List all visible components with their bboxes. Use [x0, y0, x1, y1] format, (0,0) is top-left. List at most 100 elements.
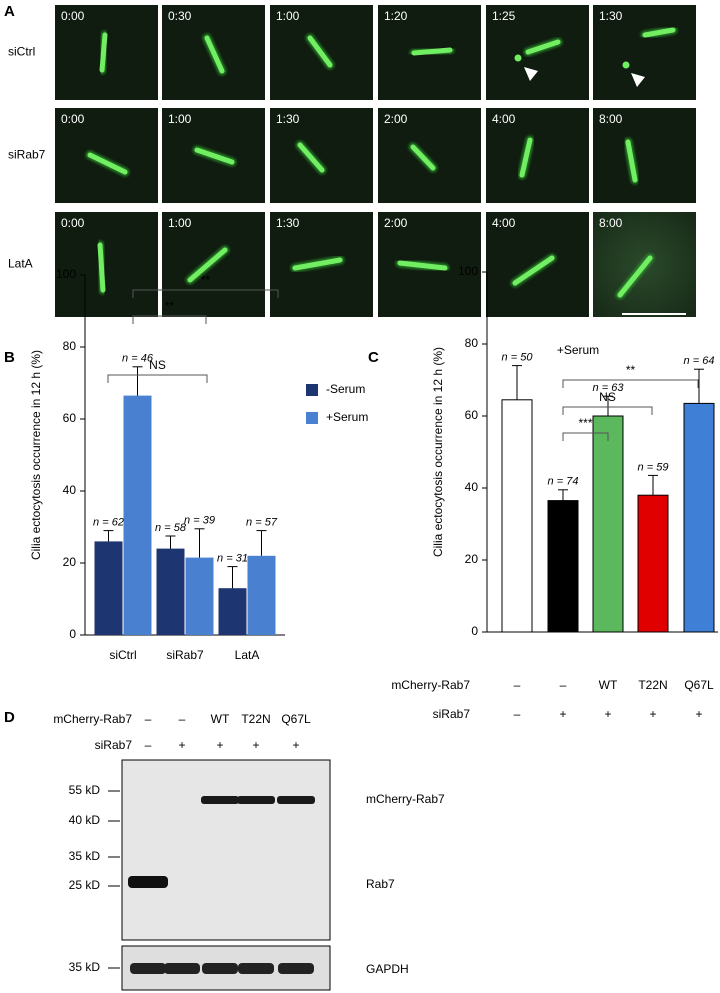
legend-label: +Serum: [326, 410, 368, 424]
cilium-core: [617, 255, 653, 298]
error-bar: [694, 368, 704, 404]
row-cell: T22N: [638, 678, 667, 692]
cilium-core: [512, 255, 555, 286]
time-label: 1:25: [492, 9, 516, 23]
bracket-line: [562, 379, 699, 388]
cilium: [85, 150, 130, 177]
error-bar: [227, 566, 238, 589]
significance-bracket: **: [132, 299, 207, 324]
panel-letter: A: [4, 3, 15, 20]
cilium-core: [411, 47, 453, 56]
cilium-core: [297, 142, 325, 173]
cilium-core: [397, 260, 448, 271]
micrograph: [378, 108, 481, 203]
y-axis-label: Cilia ectocytosis occurrence in 12 h (%): [29, 350, 43, 560]
error-bar: [103, 530, 114, 542]
x-tick-label: LatA: [235, 648, 260, 662]
x-tick-label: siRab7: [166, 648, 204, 662]
time-label: 2:00: [384, 216, 408, 230]
significance-label: **: [201, 273, 211, 287]
row-label: siRab7: [95, 738, 133, 752]
row-cell: WT: [211, 712, 230, 726]
chart-title: +Serum: [557, 343, 599, 357]
error-bar: [648, 474, 658, 496]
time-label: 8:00: [599, 216, 623, 230]
cilium-core: [99, 32, 108, 73]
n-label: n = 64: [684, 355, 715, 367]
micrograph: [593, 5, 696, 100]
cilium: [305, 33, 335, 70]
micrograph: [270, 108, 373, 203]
row-cell: –: [179, 712, 186, 726]
time-label: 4:00: [492, 216, 516, 230]
cilium-core: [525, 39, 561, 55]
bar: [123, 395, 152, 635]
blot: [121, 759, 331, 941]
arrowhead: [524, 67, 538, 81]
n-label: n = 50: [502, 352, 534, 364]
row-cell: –: [514, 678, 521, 692]
cilium: [510, 253, 557, 288]
significance-label: NS: [149, 358, 166, 372]
band: [278, 963, 314, 974]
row-cell: +: [216, 738, 223, 752]
n-label: n = 63: [593, 382, 625, 394]
cilium: [408, 142, 438, 173]
row-cell: Q67L: [281, 712, 311, 726]
row-label: mCherry-Rab7: [391, 678, 470, 692]
row-cell: +: [292, 738, 299, 752]
row-label: mCherry-Rab7: [53, 712, 132, 726]
y-tick-label: 100: [56, 267, 76, 281]
y-tick-label: 60: [465, 408, 479, 422]
n-label: n = 46: [122, 353, 154, 365]
time-label: 2:00: [384, 112, 408, 126]
cilium-core: [87, 152, 128, 175]
row-cell: Q67L: [684, 678, 714, 692]
bracket-line: [132, 315, 207, 324]
row-cell: –: [514, 707, 521, 721]
cilium: [202, 33, 227, 76]
significance-label: **: [165, 299, 175, 313]
band: [201, 796, 239, 804]
marker-label: 35 kD: [69, 960, 101, 974]
y-tick-label: 40: [63, 483, 77, 497]
bar: [156, 548, 185, 635]
arrowhead: [631, 73, 645, 87]
y-tick-label: 20: [63, 555, 77, 569]
bar: [185, 557, 214, 635]
cilium: [395, 258, 450, 273]
bar: [592, 415, 624, 633]
y-tick-label: 60: [63, 411, 77, 425]
row-cell: WT: [599, 678, 618, 692]
error-bar: [132, 366, 143, 396]
cilium: [97, 30, 110, 75]
cilium: [615, 253, 655, 300]
micrograph: [486, 108, 589, 203]
n-label: n = 62: [93, 517, 124, 529]
cilium: [623, 137, 640, 185]
cilium-core: [187, 247, 228, 283]
vesicle: [514, 54, 522, 62]
error-bar: [603, 395, 613, 416]
x-tick-label: siCtrl: [109, 648, 136, 662]
band: [130, 963, 166, 974]
row-label: siRab7: [433, 707, 471, 721]
cilium-core: [204, 35, 225, 74]
time-label: 1:30: [276, 112, 300, 126]
marker-label: 25 kD: [69, 878, 101, 892]
cilium: [409, 45, 455, 58]
y-tick-label: 20: [465, 552, 479, 566]
significance-label: NS: [599, 390, 616, 404]
band: [237, 796, 275, 804]
band: [277, 796, 315, 804]
cilium-core: [519, 137, 533, 178]
cilium-core: [97, 242, 106, 293]
micrograph: [593, 108, 696, 203]
cilium: [640, 25, 678, 40]
row-cell: +: [178, 738, 185, 752]
n-label: n = 57: [246, 517, 278, 529]
time-label: 1:30: [599, 9, 623, 23]
cilium: [290, 255, 345, 273]
y-tick-label: 100: [458, 264, 478, 278]
